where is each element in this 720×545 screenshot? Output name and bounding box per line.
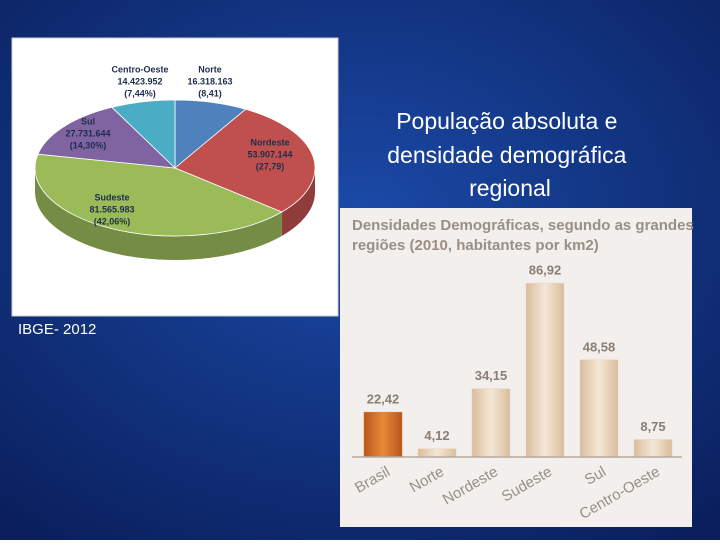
- slide-title-line: regional: [469, 175, 551, 201]
- slide-title: População absoluta e densidade demográfi…: [387, 108, 633, 201]
- value-label: 8,75: [640, 419, 665, 434]
- percent-label: (14,30%): [70, 140, 107, 150]
- bar-title: Densidades Demográficas, segundo as gran…: [352, 217, 698, 254]
- bar: [525, 282, 565, 458]
- slice-side: [281, 168, 315, 236]
- pie-slice: [111, 99, 176, 169]
- pie-slice: [174, 108, 316, 213]
- slide-title-line: densidade demográfica: [387, 142, 626, 168]
- value-label: 4,12: [424, 428, 449, 443]
- bar: [471, 388, 511, 458]
- slice-label: Sul: [81, 116, 95, 126]
- bar: [579, 359, 619, 458]
- slice-label: Norte: [198, 64, 222, 74]
- slice-side: [35, 168, 282, 260]
- population-label: 14.423.952: [117, 76, 162, 86]
- bar: [633, 439, 673, 458]
- percent-label: (8,41): [198, 88, 222, 98]
- bar: [417, 448, 457, 458]
- population-label: 27.731.644: [65, 128, 110, 138]
- source: IBGE- 2012: [18, 321, 96, 338]
- value-label: 34,15: [475, 368, 508, 383]
- percent-label: (27,79): [256, 161, 285, 171]
- value-label: 22,42: [367, 392, 400, 407]
- population-label: 53.907.144: [247, 149, 292, 159]
- slice-label: Nordeste: [250, 137, 289, 147]
- slide-title-line: População absoluta e: [396, 108, 617, 134]
- population-label: 81.565.983: [89, 204, 134, 214]
- slice-label: Sudeste: [94, 192, 129, 202]
- bar-panel: [340, 208, 692, 527]
- bar: [363, 411, 403, 458]
- population-label: 16.318.163: [187, 76, 232, 86]
- percent-label: (7,44%): [124, 88, 156, 98]
- percent-label: (42,06%): [94, 216, 131, 226]
- pie-slice: [37, 106, 177, 169]
- pie-slice: [34, 153, 283, 237]
- bar-title-line: Densidades Demográficas, segundo as gran…: [352, 217, 694, 234]
- bar-title-line: regiões (2010, habitantes por km2): [352, 237, 599, 254]
- value-label: 48,58: [583, 339, 616, 354]
- value-label: 86,92: [529, 263, 562, 278]
- slice-label: Centro-Oeste: [111, 64, 168, 74]
